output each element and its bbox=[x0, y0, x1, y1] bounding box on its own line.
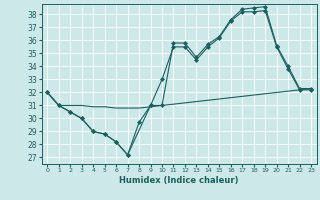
X-axis label: Humidex (Indice chaleur): Humidex (Indice chaleur) bbox=[119, 176, 239, 185]
